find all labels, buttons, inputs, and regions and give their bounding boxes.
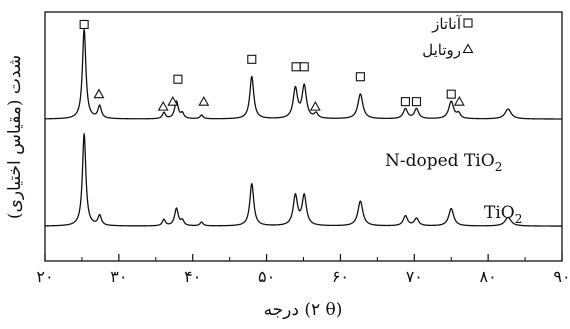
y-axis-label: شدت (مقیاس اختیاری) xyxy=(5,55,25,219)
rutile-marker xyxy=(453,96,465,106)
anatase-marker xyxy=(79,19,89,30)
legend-anatase-marker xyxy=(463,18,473,28)
rutile-marker xyxy=(198,96,210,106)
anatase-marker xyxy=(173,74,183,84)
x-axis-ticks: ۲۰ ۳۰ ۴۰ ۵۰ ۶۰ ۷۰ ۸۰ ۹۰ xyxy=(36,254,570,286)
series-label-subscript: 2 xyxy=(515,212,523,226)
legend: آناتاز روتایل xyxy=(422,15,474,59)
anatase-marker xyxy=(299,62,309,72)
x-tick-label: ۲۰ xyxy=(36,267,53,286)
anatase-marker xyxy=(247,54,257,64)
series-label-main: TiO xyxy=(484,203,515,223)
legend-rutile-marker xyxy=(462,43,474,54)
x-tick-label: ۴۰ xyxy=(184,267,201,286)
anatase-marker xyxy=(291,62,301,72)
series-label: N-doped TiO2 xyxy=(385,151,502,174)
x-tick-label: ۳۰ xyxy=(110,267,127,286)
x-tick-label: ۷۰ xyxy=(406,267,423,286)
x-axis-label: درجه (۲ θ) xyxy=(264,300,343,320)
rutile-marker xyxy=(309,100,321,111)
plot-frame xyxy=(44,11,563,262)
rutile-marker xyxy=(167,96,179,106)
legend-label: روتایل xyxy=(422,41,461,59)
x-tick-label: ۵۰ xyxy=(258,267,275,286)
anatase-marker xyxy=(400,97,410,107)
series-layer xyxy=(44,28,563,227)
legend-label: آناتاز xyxy=(431,15,462,33)
series-label: TiO2 xyxy=(484,203,522,226)
rutile-marker xyxy=(157,100,169,111)
series-line-tio2 xyxy=(44,133,563,227)
anatase-marker xyxy=(446,89,456,99)
series-label-main: N-doped TiO xyxy=(385,151,495,171)
series-line-n-doped-tio2 xyxy=(44,28,563,120)
marker-layer xyxy=(79,19,465,111)
anatase-marker xyxy=(411,97,422,107)
series-label-subscript: 2 xyxy=(495,160,503,174)
rutile-marker xyxy=(93,88,105,99)
x-tick-label: ۶۰ xyxy=(332,267,349,286)
anatase-marker xyxy=(355,72,365,82)
x-tick-label: ۸۰ xyxy=(480,267,497,286)
x-tick-label: ۹۰ xyxy=(553,267,570,286)
